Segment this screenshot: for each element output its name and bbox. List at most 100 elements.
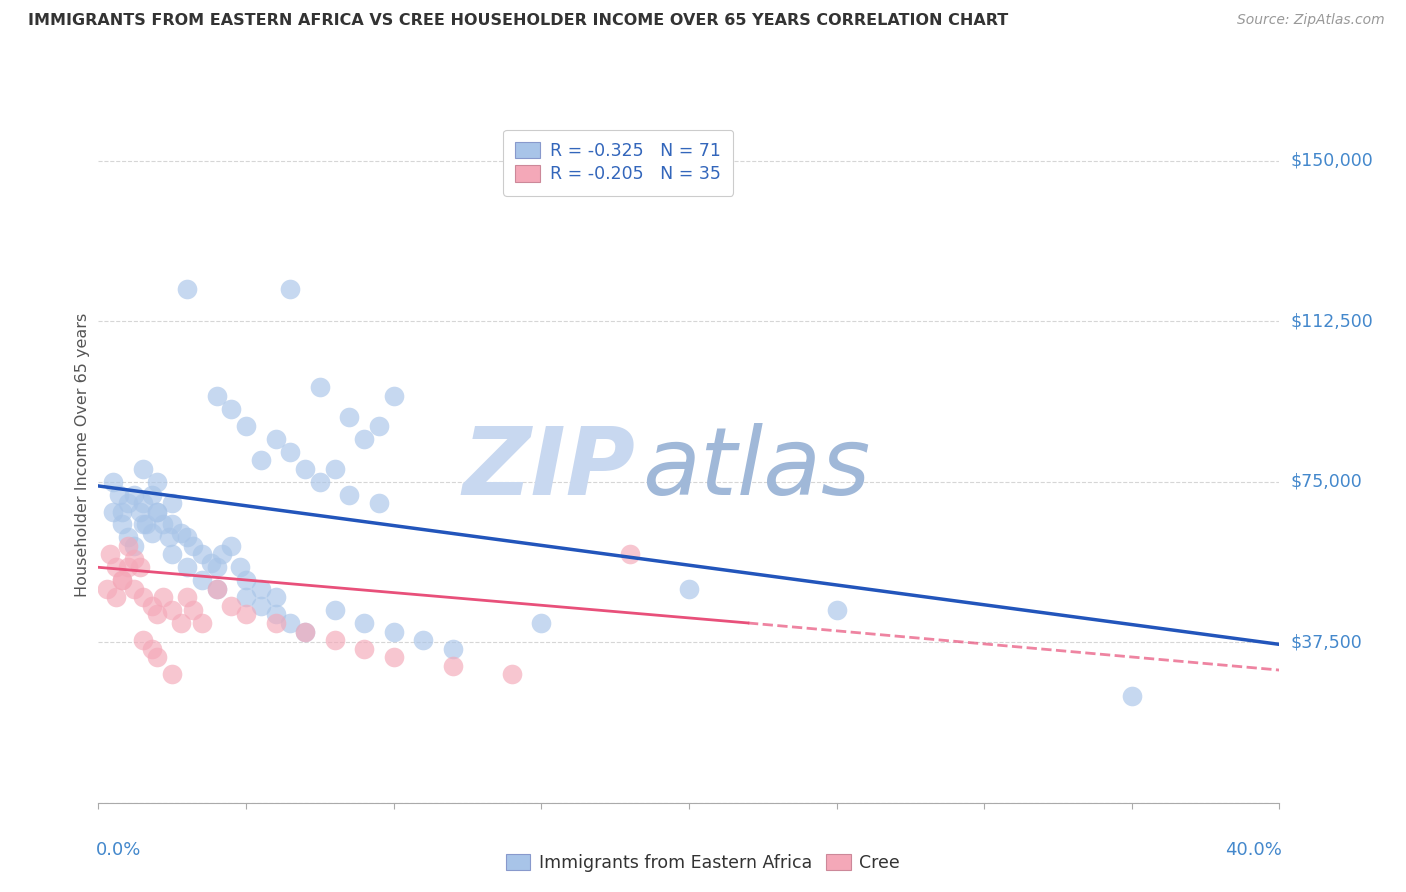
Point <box>191 548 214 562</box>
Point <box>103 475 125 489</box>
Point <box>264 432 287 446</box>
Point <box>323 603 346 617</box>
Legend: Immigrants from Eastern Africa, Cree: Immigrants from Eastern Africa, Cree <box>499 847 907 879</box>
Point <box>200 556 222 570</box>
Point <box>162 603 183 617</box>
Point <box>1121 689 1143 703</box>
Point <box>105 591 128 605</box>
Point <box>235 607 257 622</box>
Point <box>152 591 174 605</box>
Point <box>132 496 155 510</box>
Text: Source: ZipAtlas.com: Source: ZipAtlas.com <box>1237 13 1385 28</box>
Text: 40.0%: 40.0% <box>1225 841 1282 859</box>
Point <box>176 591 198 605</box>
Point <box>441 641 464 656</box>
Point <box>108 487 131 501</box>
Point <box>441 658 464 673</box>
Point <box>205 560 228 574</box>
Point <box>111 517 134 532</box>
Point <box>323 633 346 648</box>
Point <box>337 487 360 501</box>
Point <box>132 633 155 648</box>
Point <box>382 624 405 639</box>
Point <box>170 526 193 541</box>
Point <box>191 615 214 630</box>
Point <box>135 517 157 532</box>
Point <box>501 667 523 681</box>
Point <box>111 505 134 519</box>
Text: IMMIGRANTS FROM EASTERN AFRICA VS CREE HOUSEHOLDER INCOME OVER 65 YEARS CORRELAT: IMMIGRANTS FROM EASTERN AFRICA VS CREE H… <box>28 13 1008 29</box>
Point <box>678 582 700 596</box>
Point <box>122 539 145 553</box>
Point <box>98 548 121 562</box>
Point <box>278 282 302 296</box>
Point <box>117 539 139 553</box>
Point <box>146 607 169 622</box>
Point <box>141 526 163 541</box>
Text: $112,500: $112,500 <box>1291 312 1374 330</box>
Point <box>309 380 332 394</box>
Point <box>132 517 155 532</box>
Point <box>181 539 204 553</box>
Point <box>235 591 257 605</box>
Point <box>368 496 391 510</box>
Point <box>141 641 163 656</box>
Point <box>382 389 405 403</box>
Point <box>309 475 332 489</box>
Point <box>235 573 257 587</box>
Point <box>278 444 302 458</box>
Point <box>219 539 242 553</box>
Point <box>122 551 145 566</box>
Point <box>141 599 163 613</box>
Point <box>176 282 198 296</box>
Point <box>157 530 180 544</box>
Point <box>176 560 198 574</box>
Point <box>229 560 252 574</box>
Legend: R = -0.325   N = 71, R = -0.205   N = 35: R = -0.325 N = 71, R = -0.205 N = 35 <box>503 129 733 195</box>
Point <box>250 599 273 613</box>
Point <box>146 505 169 519</box>
Point <box>191 573 214 587</box>
Point <box>146 475 169 489</box>
Point <box>294 624 316 639</box>
Point <box>205 582 228 596</box>
Text: atlas: atlas <box>641 424 870 515</box>
Point <box>294 462 316 476</box>
Point <box>264 615 287 630</box>
Point <box>264 607 287 622</box>
Point <box>128 505 150 519</box>
Point <box>219 401 242 416</box>
Point <box>132 462 155 476</box>
Point <box>619 548 641 562</box>
Point <box>105 560 128 574</box>
Point <box>211 548 233 562</box>
Point <box>353 615 375 630</box>
Point <box>111 573 134 587</box>
Point <box>294 624 316 639</box>
Text: ZIP: ZIP <box>463 423 636 515</box>
Point <box>825 603 848 617</box>
Point <box>128 560 150 574</box>
Point <box>176 530 198 544</box>
Text: 0.0%: 0.0% <box>96 841 142 859</box>
Point <box>122 582 145 596</box>
Point <box>264 591 287 605</box>
Y-axis label: Householder Income Over 65 years: Householder Income Over 65 years <box>75 313 90 597</box>
Point <box>152 517 174 532</box>
Point <box>205 582 228 596</box>
Point <box>96 582 118 596</box>
Point <box>132 591 155 605</box>
Text: $37,500: $37,500 <box>1291 633 1362 651</box>
Point <box>146 650 169 665</box>
Point <box>353 432 375 446</box>
Point <box>146 505 169 519</box>
Point <box>412 633 434 648</box>
Text: $75,000: $75,000 <box>1291 473 1362 491</box>
Point <box>111 573 134 587</box>
Text: $150,000: $150,000 <box>1291 152 1374 169</box>
Point <box>278 615 302 630</box>
Point <box>368 419 391 434</box>
Point <box>235 419 257 434</box>
Point <box>162 517 183 532</box>
Point <box>162 548 183 562</box>
